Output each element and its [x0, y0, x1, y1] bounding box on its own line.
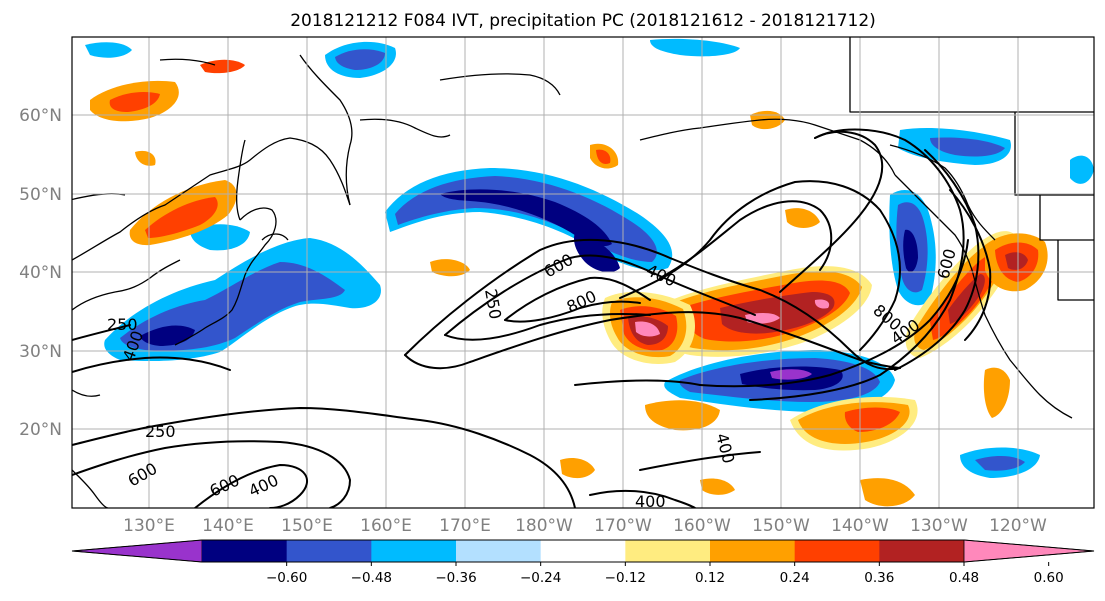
colorbar-tick-label: 0.48	[949, 570, 979, 586]
colorbar-segment	[625, 540, 711, 562]
lon-label: 170°W	[594, 516, 652, 536]
colorbar: −0.60 −0.48 −0.36 −0.24 −0.12 0.12 0.24 0.36 0.4…	[71, 539, 1095, 586]
colorbar-tick-label: −0.24	[520, 570, 561, 586]
colorbar-tick-label: 0.36	[864, 570, 894, 586]
colorbar-segment	[371, 540, 457, 562]
coastlines	[72, 37, 1094, 508]
colorbar-tick-label: 0.24	[780, 570, 810, 586]
map-frame	[71, 36, 1095, 509]
lon-label: 130°W	[910, 516, 968, 536]
colorbar-segment	[286, 540, 372, 562]
contour-label: 400	[635, 492, 666, 511]
colorbar-segment	[540, 540, 626, 562]
lon-label: 170°E	[439, 516, 491, 536]
precipitation-pc-shading	[85, 38, 1094, 507]
colorbar-extend-high	[963, 539, 1095, 563]
lon-label: 180°W	[515, 516, 573, 536]
lat-label: 20°N	[19, 420, 62, 440]
lat-label: 60°N	[19, 106, 62, 126]
lon-label: 140°W	[831, 516, 889, 536]
colorbar-segment	[202, 540, 288, 562]
colorbar-segment	[794, 540, 880, 562]
latitude-labels: 60°N 50°N 40°N 30°N 20°N	[19, 106, 62, 440]
lon-label: 160°W	[673, 516, 731, 536]
map-area	[72, 37, 1094, 508]
colorbar-segment	[879, 540, 965, 562]
map-title: 2018121212 F084 IVT, precipitation PC (2…	[290, 11, 876, 31]
lon-label: 140°E	[202, 516, 254, 536]
graticule	[72, 37, 1094, 508]
lat-label: 40°N	[19, 263, 62, 283]
colorbar-segment	[710, 540, 796, 562]
colorbar-frame	[71, 539, 1095, 563]
colorbar-tick-label: −0.36	[435, 570, 476, 586]
longitude-labels: 130°E 140°E 150°E 160°E 170°E 180°W 170°…	[123, 516, 1047, 536]
contour-label: 250	[145, 422, 176, 441]
colorbar-segment	[456, 540, 542, 562]
ivt-contours	[72, 128, 992, 508]
lon-label: 150°W	[752, 516, 810, 536]
lon-label: 120°W	[989, 516, 1047, 536]
contour-label: 250	[107, 315, 138, 334]
colorbar-tick-label: 0.60	[1034, 570, 1064, 586]
colorbar-tick-label: −0.60	[266, 570, 307, 586]
lat-label: 50°N	[19, 185, 62, 205]
colorbar-tick-label: −0.12	[605, 570, 646, 586]
lon-label: 130°E	[123, 516, 175, 536]
lon-label: 150°E	[281, 516, 333, 536]
colorbar-tick-label: −0.48	[351, 570, 392, 586]
colorbar-extend-low	[71, 539, 203, 563]
lon-label: 160°E	[360, 516, 412, 536]
colorbar-tick-label: 0.12	[695, 570, 725, 586]
lat-label: 30°N	[19, 342, 62, 362]
